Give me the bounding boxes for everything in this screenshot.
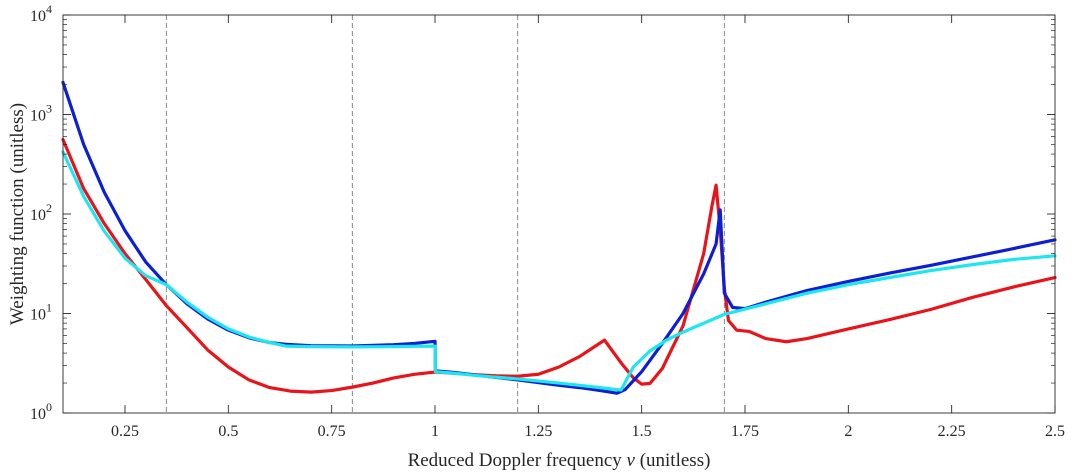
series-line-3 <box>61 150 1057 392</box>
y-tick-label: 100 <box>30 400 52 423</box>
x-tick-label: 2.5 <box>1045 423 1065 440</box>
y-tick-label: 104 <box>30 2 52 25</box>
series-layer <box>61 80 1057 395</box>
x-tick-label: 0.75 <box>318 423 346 440</box>
y-tick-label: 103 <box>30 102 52 125</box>
x-tick-label: 1.5 <box>632 423 652 440</box>
series-line-2 <box>61 80 1057 395</box>
y-axis-label: Weighting function (unitless) <box>7 103 28 325</box>
x-tick-label: 1 <box>431 423 439 440</box>
tick-labels: 0.25 0.5 0.75 1 1.25 1.5 1.75 2 2.25 2.5 100 101 102… <box>30 2 1065 440</box>
x-tick-label: 2.25 <box>938 423 966 440</box>
axis-ticks <box>63 14 1056 414</box>
x-axis-label: Reduced Doppler frequency ν (unitless) <box>408 450 711 471</box>
x-tick-label: 0.5 <box>218 423 238 440</box>
y-tick-label: 101 <box>30 301 52 324</box>
series-line-1 <box>61 137 1057 394</box>
x-tick-label: 2 <box>844 423 852 440</box>
x-tick-label: 1.75 <box>731 423 759 440</box>
x-tick-label: 1.25 <box>524 423 552 440</box>
y-tick-label: 102 <box>30 201 52 224</box>
x-tick-label: 0.25 <box>111 423 139 440</box>
